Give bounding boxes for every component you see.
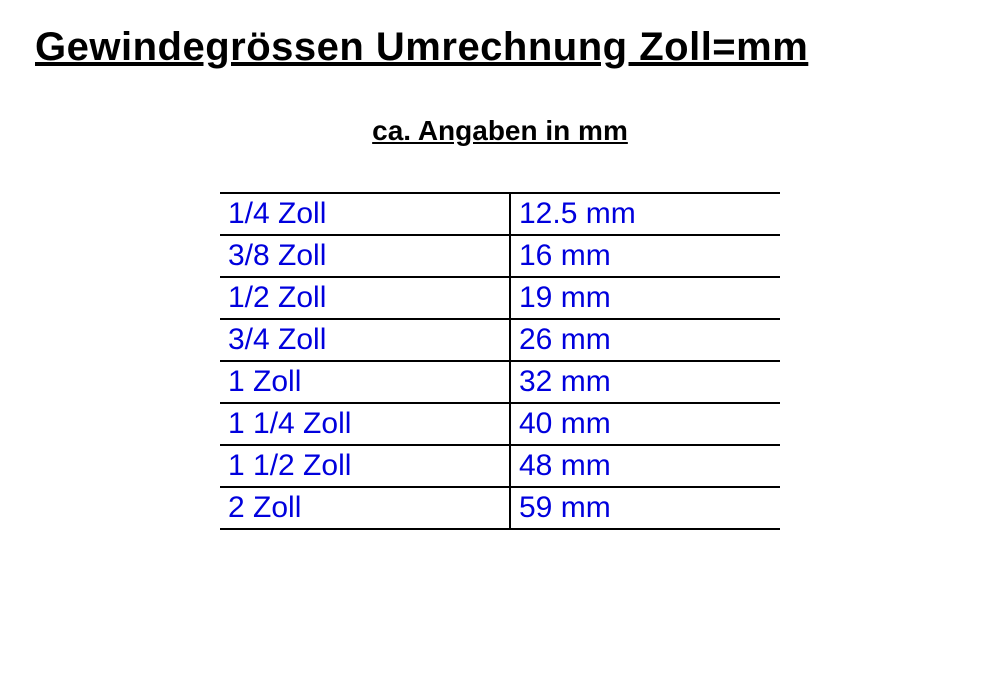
table-row: 1/2 Zoll 19 mm	[220, 277, 780, 319]
cell-mm: 16 mm	[510, 235, 780, 277]
page-title: Gewindegrössen Umrechnung Zoll=mm	[0, 25, 1000, 70]
cell-zoll: 2 Zoll	[220, 487, 510, 529]
cell-mm: 59 mm	[510, 487, 780, 529]
cell-zoll: 1/4 Zoll	[220, 193, 510, 235]
page-subtitle: ca. Angaben in mm	[0, 115, 1000, 147]
cell-zoll: 1/2 Zoll	[220, 277, 510, 319]
cell-mm: 32 mm	[510, 361, 780, 403]
table-row: 3/8 Zoll 16 mm	[220, 235, 780, 277]
table-container: 1/4 Zoll 12.5 mm 3/8 Zoll 16 mm 1/2 Zoll…	[0, 192, 1000, 530]
cell-mm: 19 mm	[510, 277, 780, 319]
table-row: 3/4 Zoll 26 mm	[220, 319, 780, 361]
table-row: 1/4 Zoll 12.5 mm	[220, 193, 780, 235]
cell-zoll: 3/8 Zoll	[220, 235, 510, 277]
conversion-table: 1/4 Zoll 12.5 mm 3/8 Zoll 16 mm 1/2 Zoll…	[220, 192, 780, 530]
cell-mm: 12.5 mm	[510, 193, 780, 235]
table-row: 2 Zoll 59 mm	[220, 487, 780, 529]
cell-mm: 26 mm	[510, 319, 780, 361]
cell-zoll: 3/4 Zoll	[220, 319, 510, 361]
cell-mm: 48 mm	[510, 445, 780, 487]
table-row: 1 Zoll 32 mm	[220, 361, 780, 403]
table-row: 1 1/4 Zoll 40 mm	[220, 403, 780, 445]
cell-zoll: 1 1/2 Zoll	[220, 445, 510, 487]
table-row: 1 1/2 Zoll 48 mm	[220, 445, 780, 487]
cell-zoll: 1 1/4 Zoll	[220, 403, 510, 445]
cell-mm: 40 mm	[510, 403, 780, 445]
cell-zoll: 1 Zoll	[220, 361, 510, 403]
